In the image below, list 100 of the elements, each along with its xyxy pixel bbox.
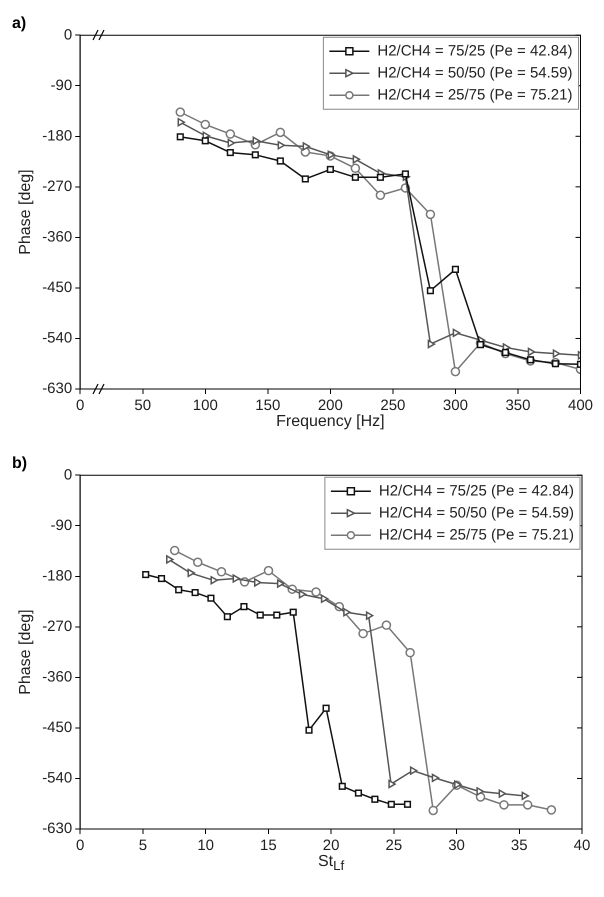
x-tick-label: 350 bbox=[505, 397, 530, 414]
point bbox=[405, 648, 415, 658]
point bbox=[176, 133, 184, 140]
point bbox=[142, 571, 150, 578]
chart-title: a) bbox=[12, 15, 26, 32]
legend-label: H2/CH4 = 50/50 (Pe = 54.59) bbox=[377, 64, 572, 82]
y-tick-label: -180 bbox=[42, 127, 72, 144]
point bbox=[352, 155, 360, 164]
point bbox=[311, 587, 321, 597]
point bbox=[254, 578, 262, 587]
point bbox=[450, 366, 460, 376]
point bbox=[158, 574, 166, 582]
legend-label: H2/CH4 = 75/25 (Pe = 42.84) bbox=[377, 42, 572, 60]
point bbox=[376, 190, 386, 200]
y-axis-title: Phase [deg] bbox=[17, 169, 34, 255]
point bbox=[264, 566, 274, 576]
point bbox=[366, 611, 374, 620]
point bbox=[338, 782, 346, 790]
point bbox=[276, 157, 284, 165]
point bbox=[202, 137, 209, 144]
y-tick-label: -270 bbox=[42, 618, 72, 635]
point bbox=[305, 726, 313, 734]
point bbox=[343, 608, 351, 616]
point bbox=[210, 576, 218, 584]
point bbox=[232, 574, 240, 583]
point bbox=[252, 136, 260, 145]
point bbox=[276, 128, 286, 138]
point bbox=[320, 594, 328, 603]
x-tick-label: 25 bbox=[385, 837, 402, 854]
point bbox=[170, 546, 180, 556]
point bbox=[499, 800, 509, 810]
point bbox=[256, 611, 264, 619]
point bbox=[522, 792, 530, 800]
point bbox=[273, 611, 280, 619]
point bbox=[350, 164, 360, 174]
x-tick-label: 0 bbox=[76, 397, 84, 414]
point bbox=[175, 586, 182, 594]
x-tick-label: 0 bbox=[76, 837, 84, 854]
point bbox=[546, 805, 556, 815]
point bbox=[552, 349, 560, 358]
x-tick-label: 20 bbox=[322, 837, 340, 854]
point bbox=[352, 174, 359, 181]
point bbox=[207, 594, 215, 602]
point bbox=[278, 141, 286, 150]
y-tick-label: -90 bbox=[50, 76, 72, 94]
point bbox=[226, 129, 236, 139]
y-tick-label: -630 bbox=[42, 380, 72, 398]
point bbox=[498, 789, 506, 798]
point bbox=[432, 774, 440, 782]
point bbox=[290, 608, 297, 616]
point bbox=[452, 266, 459, 273]
point bbox=[354, 789, 362, 797]
point bbox=[252, 151, 259, 158]
y-tick-label: -180 bbox=[42, 567, 72, 584]
point bbox=[428, 806, 438, 816]
point bbox=[358, 628, 368, 638]
point bbox=[410, 766, 418, 775]
point bbox=[522, 800, 532, 810]
point bbox=[388, 780, 396, 788]
point bbox=[240, 603, 248, 610]
x-axis-title: St$_{Lf}$ bbox=[316, 853, 346, 874]
point bbox=[322, 704, 330, 712]
y-axis-title: Phase [deg] bbox=[17, 609, 34, 695]
point bbox=[476, 787, 484, 796]
point bbox=[226, 148, 234, 156]
point bbox=[276, 579, 284, 588]
y-tick-label: -90 bbox=[50, 516, 72, 534]
point bbox=[526, 356, 534, 364]
point bbox=[298, 590, 306, 598]
point bbox=[371, 796, 378, 803]
point bbox=[216, 567, 226, 577]
legend-label: H2/CH4 = 25/75 (Pe = 75.21) bbox=[378, 526, 574, 544]
y-tick-label: -450 bbox=[42, 279, 72, 296]
point bbox=[166, 555, 174, 564]
x-tick-label: 40 bbox=[574, 837, 590, 854]
y-tick-label: 0 bbox=[64, 26, 72, 44]
x-tick-label: 5 bbox=[138, 837, 148, 854]
point bbox=[388, 800, 395, 808]
legend-label: H2/CH4 = 25/75 (Pe = 75.21) bbox=[377, 86, 572, 104]
point bbox=[426, 287, 434, 294]
point bbox=[528, 348, 536, 356]
point bbox=[193, 557, 203, 567]
x-tick-label: 150 bbox=[255, 397, 280, 414]
y-tick-label: -630 bbox=[42, 820, 72, 838]
x-tick-label: 35 bbox=[510, 837, 528, 854]
point bbox=[187, 568, 195, 578]
point bbox=[552, 360, 560, 368]
point bbox=[178, 118, 186, 126]
x-tick-label: 30 bbox=[448, 837, 465, 854]
point bbox=[224, 613, 231, 620]
x-tick-label: 10 bbox=[197, 837, 214, 854]
x-tick-label: 300 bbox=[442, 397, 468, 414]
y-tick-label: -360 bbox=[42, 228, 72, 246]
point bbox=[452, 328, 460, 338]
x-tick-label: 250 bbox=[380, 397, 406, 414]
legend-label: H2/CH4 = 75/25 (Pe = 42.84) bbox=[378, 482, 574, 500]
chart-title: b) bbox=[12, 455, 28, 472]
x-tick-label: 50 bbox=[134, 397, 152, 414]
point bbox=[302, 142, 310, 151]
y-tick-label: 0 bbox=[64, 466, 72, 484]
